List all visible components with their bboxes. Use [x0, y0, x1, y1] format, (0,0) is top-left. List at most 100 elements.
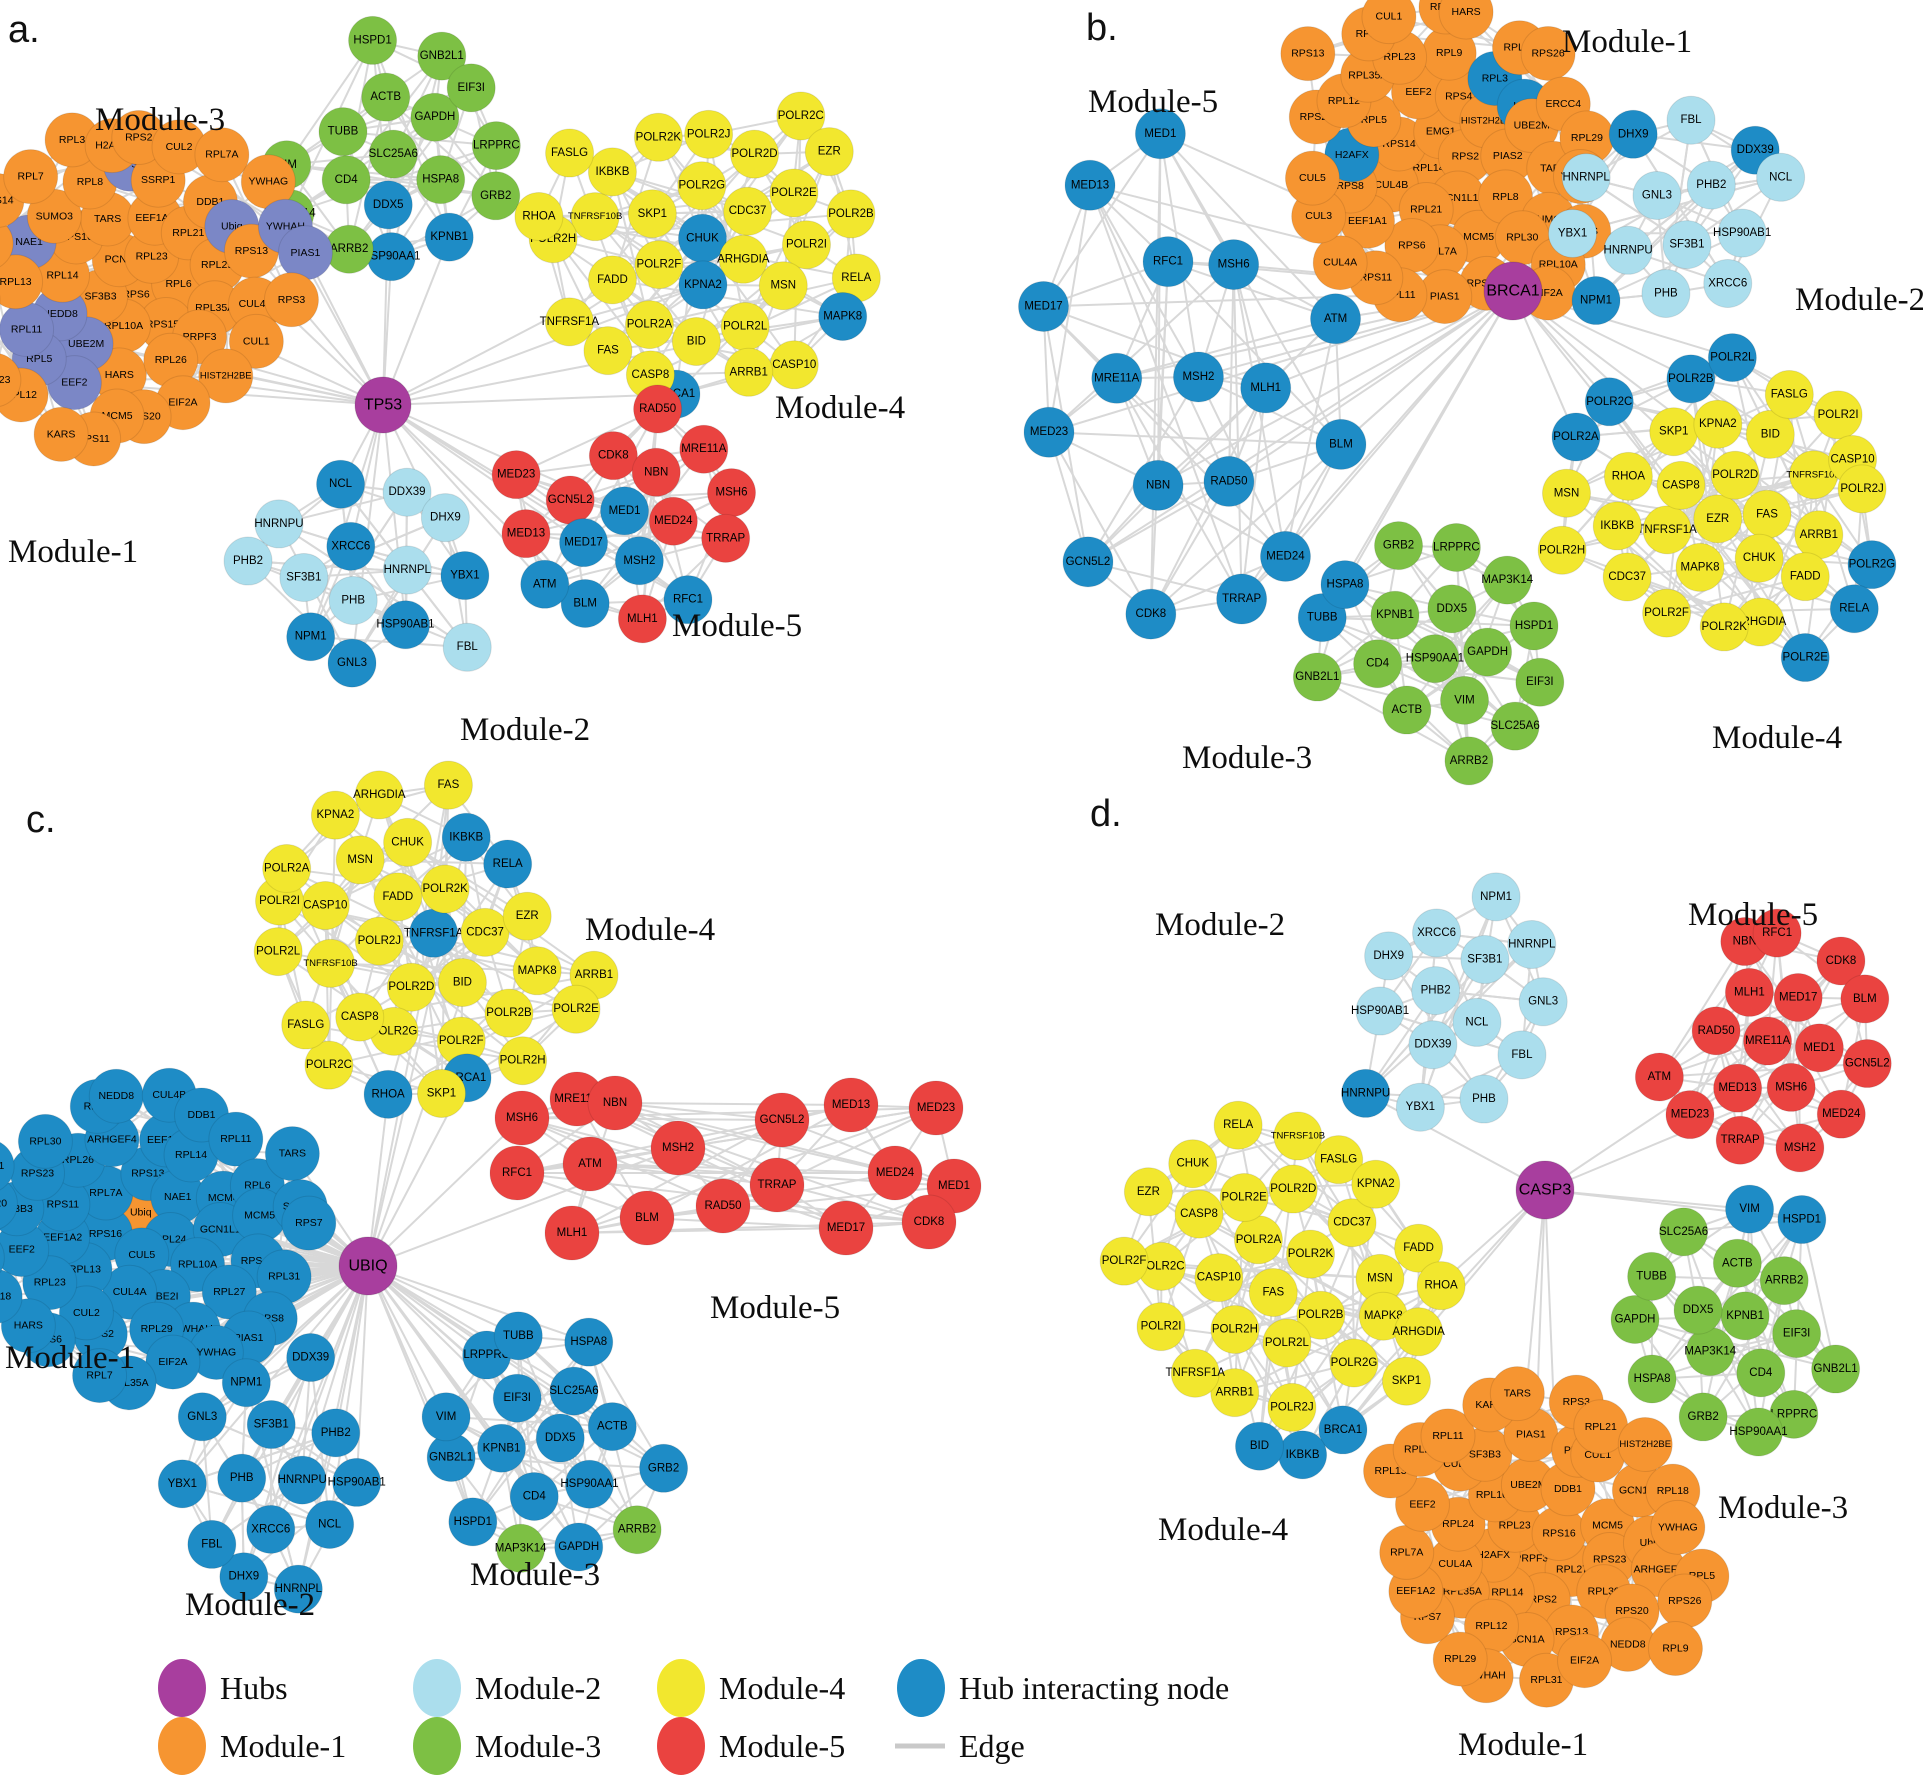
node-CASP8[interactable] — [1656, 460, 1706, 510]
node-MSH2[interactable] — [1172, 351, 1224, 403]
node-KPNB1[interactable] — [424, 212, 474, 262]
node-CD4[interactable] — [321, 155, 371, 205]
node-POLR2J[interactable] — [1267, 1382, 1317, 1432]
node-HNRNPL[interactable] — [382, 545, 432, 595]
node-CDC37[interactable] — [1327, 1198, 1377, 1248]
node-POLR2E[interactable] — [551, 984, 601, 1034]
node-KPNA2[interactable] — [678, 260, 728, 310]
node-ACTB[interactable] — [1382, 685, 1432, 735]
node-VIM[interactable] — [1440, 675, 1490, 725]
node-NBN[interactable] — [587, 1075, 643, 1131]
node-HSP90AB1[interactable] — [1717, 208, 1767, 258]
node-CDC37[interactable] — [460, 907, 510, 957]
node-NPM1[interactable] — [1471, 872, 1521, 922]
node-ACTB[interactable] — [587, 1402, 637, 1452]
node-POLR2B[interactable] — [484, 988, 534, 1038]
node-RPL13[interactable] — [0, 254, 44, 310]
node-HNRNPL[interactable] — [273, 1564, 323, 1614]
node-MED13[interactable] — [501, 509, 551, 559]
node-ATM[interactable] — [1634, 1052, 1684, 1102]
node-PHB2[interactable] — [311, 1408, 361, 1458]
node-TNFRSF1A[interactable] — [1170, 1348, 1220, 1398]
node-SSRP1[interactable] — [0, 1139, 15, 1193]
node-HSP90AB1[interactable] — [332, 1457, 382, 1507]
node-POLR2L[interactable] — [253, 927, 303, 977]
node-POLR2A[interactable] — [1233, 1215, 1283, 1265]
node-MLH1[interactable] — [617, 594, 667, 644]
node-LRPPRC[interactable] — [471, 121, 521, 171]
node-GNL3[interactable] — [177, 1392, 227, 1442]
node-HSP90AA1[interactable] — [1734, 1407, 1784, 1457]
node-MED23[interactable] — [1665, 1090, 1715, 1140]
node-HSP90AB1[interactable] — [1355, 986, 1405, 1036]
node-TRRAP[interactable] — [701, 513, 751, 563]
node-EEF2[interactable] — [1394, 1476, 1450, 1532]
node-DDX5[interactable] — [363, 180, 413, 230]
node-RELA[interactable] — [1829, 584, 1879, 634]
node-HSP90AA1[interactable] — [366, 232, 416, 282]
node-GNB2L1[interactable] — [1292, 652, 1342, 702]
node-POLR2B[interactable] — [826, 189, 876, 239]
node-CHUK[interactable] — [1168, 1139, 1218, 1189]
node-DDX39[interactable] — [382, 467, 432, 517]
node-POLR2B[interactable] — [1296, 1290, 1346, 1340]
node-RPL11[interactable] — [1420, 1408, 1476, 1464]
node-POLR2B[interactable] — [1666, 354, 1716, 404]
node-XRCC6[interactable] — [246, 1504, 296, 1554]
node-PHB[interactable] — [217, 1453, 267, 1503]
node-TNFRSF1A[interactable] — [544, 297, 594, 347]
node-PHB[interactable] — [1459, 1074, 1509, 1124]
node-TRRAP[interactable] — [1216, 573, 1268, 625]
node-HNRNPL[interactable] — [1561, 153, 1611, 203]
node-KPNB1[interactable] — [1720, 1291, 1770, 1341]
node-RPL27[interactable] — [201, 1264, 257, 1320]
node-CD4[interactable] — [1353, 639, 1403, 689]
node-SLC25A6[interactable] — [1490, 701, 1540, 751]
node-DHX9[interactable] — [1364, 931, 1414, 981]
node-HSP90AB1[interactable] — [381, 600, 431, 650]
node-MED17[interactable] — [1018, 280, 1070, 332]
node-RHOA[interactable] — [1416, 1261, 1466, 1311]
node-IKBKB[interactable] — [441, 812, 491, 862]
node-CD4[interactable] — [1736, 1348, 1786, 1398]
node-TNFRSF10B[interactable] — [1273, 1111, 1323, 1161]
node-RFC1[interactable] — [1752, 908, 1802, 958]
node-MAP3K14[interactable] — [1482, 555, 1532, 605]
node-MSH6[interactable] — [1208, 239, 1260, 291]
node-POLR2K[interactable] — [1286, 1229, 1336, 1279]
node-TARS[interactable] — [264, 1126, 320, 1182]
node-KPNA2[interactable] — [310, 790, 360, 840]
node-GRB2[interactable] — [639, 1443, 689, 1493]
node-MED13[interactable] — [823, 1077, 879, 1133]
node-EZR[interactable] — [804, 127, 854, 177]
node-HNRNPU[interactable] — [1603, 225, 1653, 275]
node-HSP90AA1[interactable] — [1410, 634, 1460, 684]
node-ARRB2[interactable] — [612, 1505, 662, 1555]
node-POLR2G[interactable] — [677, 161, 727, 211]
node-GNB2L1[interactable] — [1811, 1344, 1861, 1394]
node-RFC1[interactable] — [489, 1145, 545, 1201]
node-FADD[interactable] — [373, 872, 423, 922]
node-MED24[interactable] — [1259, 530, 1311, 582]
node-FADD[interactable] — [587, 255, 637, 305]
node-RHOA[interactable] — [514, 191, 564, 241]
node-GAPDH[interactable] — [1610, 1295, 1660, 1345]
node-ATM[interactable] — [562, 1136, 618, 1192]
node-XRCC6[interactable] — [1703, 258, 1753, 308]
node-PHB[interactable] — [1641, 268, 1691, 318]
node-KPNA2[interactable] — [1351, 1159, 1401, 1209]
node-GCN5L2[interactable] — [1842, 1039, 1892, 1089]
node-ARRB2[interactable] — [1759, 1256, 1809, 1306]
node-PHB2[interactable] — [223, 536, 273, 586]
node-NCL[interactable] — [1756, 152, 1806, 202]
node-DDX5[interactable] — [535, 1413, 585, 1463]
node-MRE11A[interactable] — [679, 424, 729, 474]
node-MRE11A[interactable] — [1743, 1016, 1793, 1066]
node-POLR2F[interactable] — [1642, 588, 1692, 638]
node-SKP1[interactable] — [1649, 407, 1699, 457]
node-POLR2D[interactable] — [1710, 450, 1760, 500]
node-CD4[interactable] — [509, 1471, 559, 1521]
node-RELA[interactable] — [483, 839, 533, 889]
node-TUBB[interactable] — [493, 1311, 543, 1361]
node-POLR2H[interactable] — [1537, 525, 1587, 575]
